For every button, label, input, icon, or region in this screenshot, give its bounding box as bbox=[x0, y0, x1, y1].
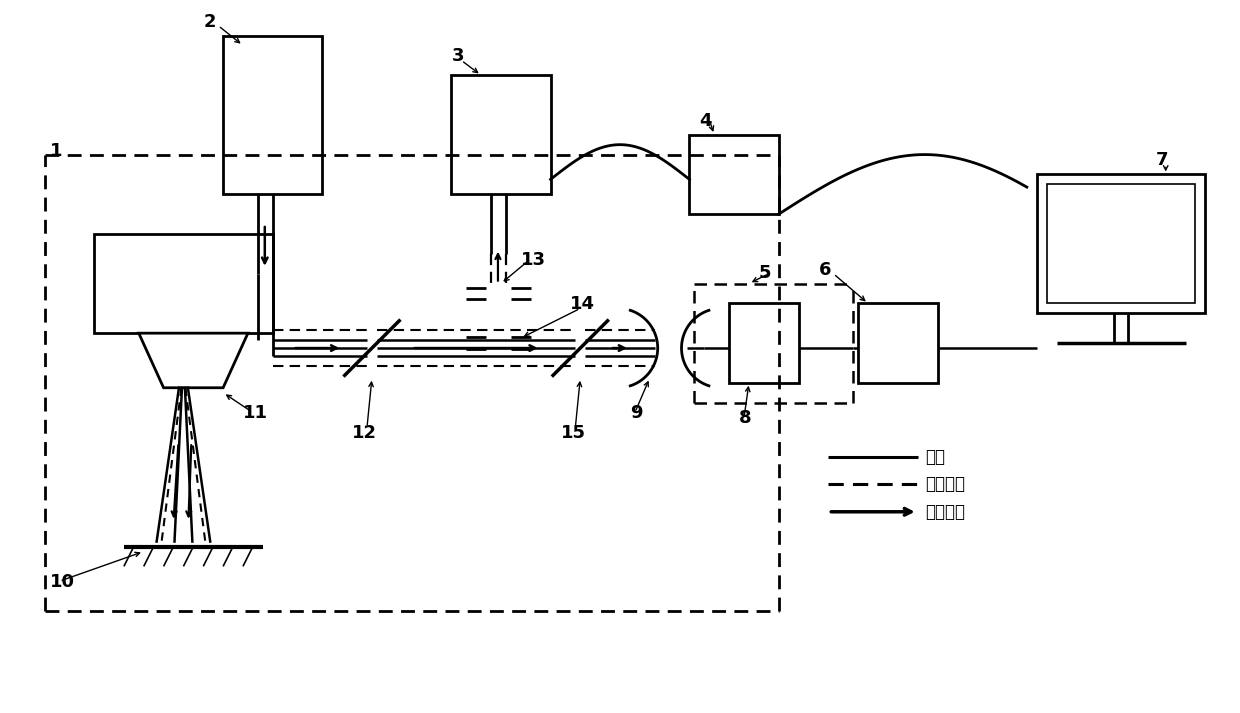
Bar bbox=[451, 75, 551, 194]
Text: 15: 15 bbox=[560, 424, 585, 442]
Text: 14: 14 bbox=[570, 295, 595, 313]
Text: 9: 9 bbox=[630, 404, 642, 423]
Text: 3: 3 bbox=[451, 47, 464, 66]
Polygon shape bbox=[139, 333, 248, 388]
Text: 激光: 激光 bbox=[925, 448, 946, 466]
Text: 6: 6 bbox=[818, 261, 831, 279]
Text: 10: 10 bbox=[50, 573, 74, 591]
Text: 辐射方向: 辐射方向 bbox=[925, 503, 966, 520]
Text: 4: 4 bbox=[699, 112, 712, 130]
Bar bbox=[729, 304, 799, 383]
Text: 5: 5 bbox=[759, 264, 771, 282]
Text: 1: 1 bbox=[50, 142, 62, 160]
Bar bbox=[689, 135, 779, 214]
Bar bbox=[223, 36, 322, 194]
Text: 11: 11 bbox=[243, 404, 268, 423]
Text: 熔池辐射: 熔池辐射 bbox=[925, 475, 966, 493]
Bar bbox=[1037, 175, 1205, 313]
Text: 12: 12 bbox=[352, 424, 377, 442]
Text: 2: 2 bbox=[203, 13, 216, 31]
Bar bbox=[858, 304, 937, 383]
Bar bbox=[1047, 185, 1195, 304]
Bar bbox=[94, 234, 273, 333]
Text: 8: 8 bbox=[739, 409, 751, 427]
Text: 7: 7 bbox=[1156, 151, 1168, 170]
Text: 13: 13 bbox=[521, 251, 546, 269]
